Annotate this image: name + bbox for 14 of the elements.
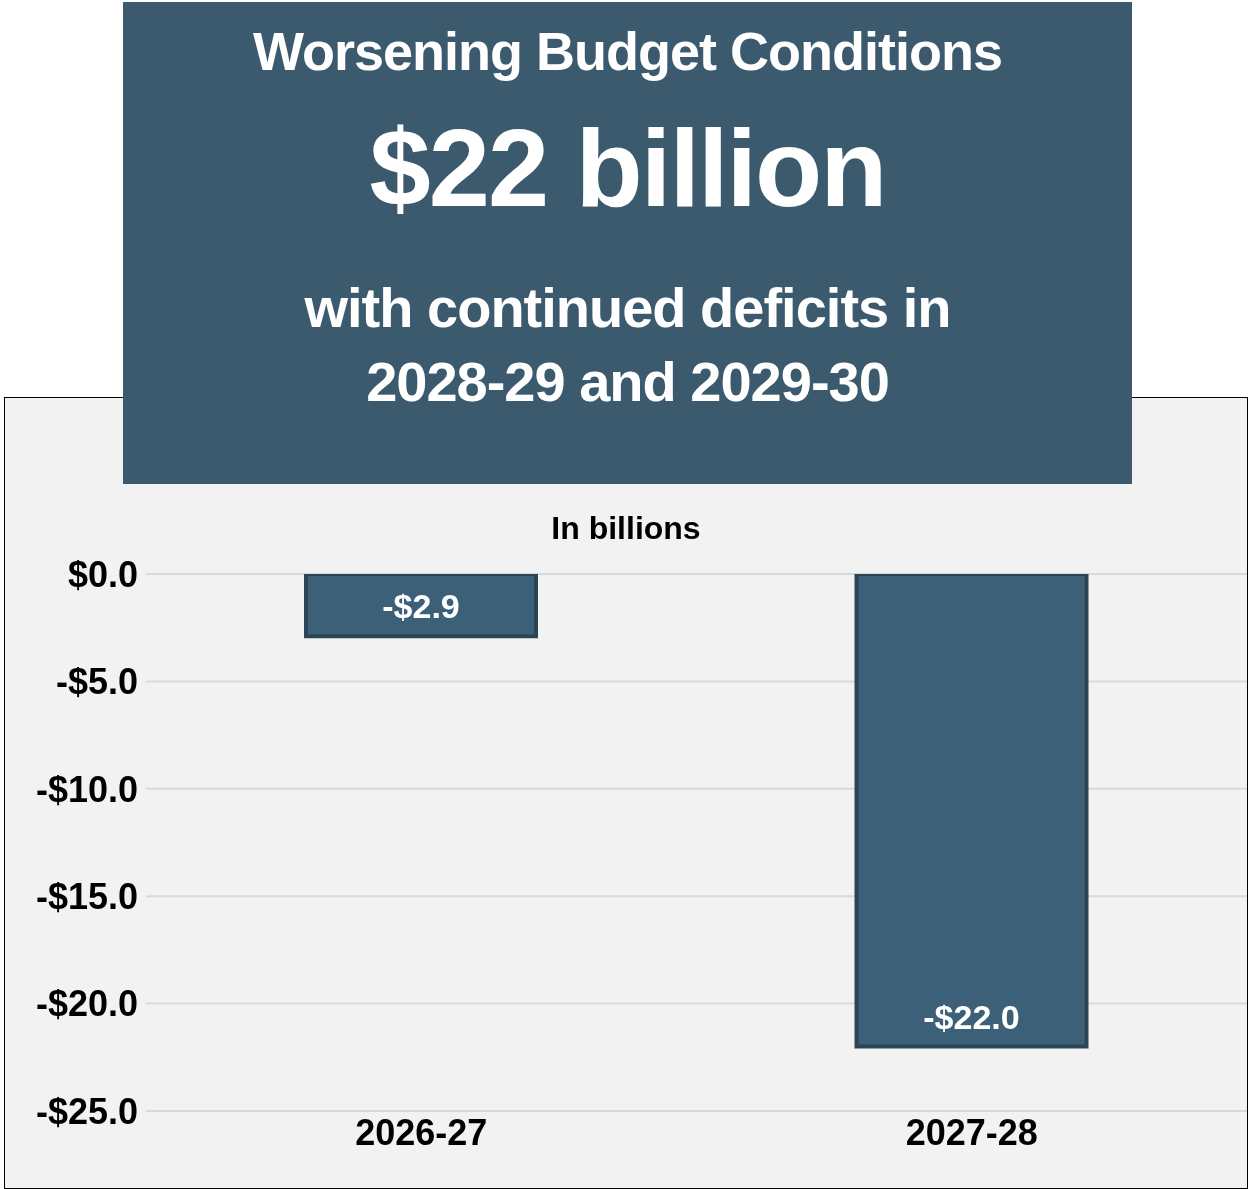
chart-title: Worsening Budget Conditions xyxy=(252,20,1003,82)
y-tick-label: -$15.0 xyxy=(35,875,138,917)
y-tick-label: -$5.0 xyxy=(55,661,138,703)
data-label: -$2.9 xyxy=(382,587,460,626)
y-axis-title: In billions xyxy=(550,510,702,547)
x-tick-label: 2026-27 xyxy=(355,1111,488,1153)
y-tick-label: -$20.0 xyxy=(35,983,138,1025)
y-tick-label: $0.0 xyxy=(67,553,138,595)
y-tick-label: -$25.0 xyxy=(35,1090,138,1132)
text: with continued deficits in 2028-29 and 2029-30 xyxy=(303,275,952,415)
text: $22 billion xyxy=(368,105,887,231)
data-label: -$22.0 xyxy=(923,997,1020,1036)
x-tick-label: 2027-28 xyxy=(905,1111,1038,1153)
y-tick-label: -$10.0 xyxy=(35,768,138,810)
